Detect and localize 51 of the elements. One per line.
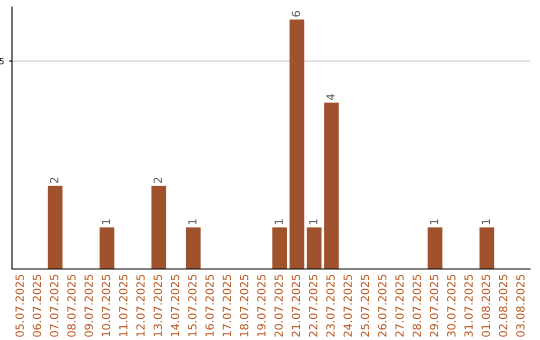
x-tick-label: 25.07.2025 — [360, 274, 370, 337]
data-label: 6 — [292, 11, 300, 17]
data-label: 1 — [188, 219, 196, 224]
x-tick-label: 24.07.2025 — [344, 274, 352, 337]
x-tick-label: 03.08.2025 — [516, 274, 525, 337]
x-tick-label: 08.07.2025 — [67, 274, 76, 337]
x-tick-label: 31.07.2025 — [464, 274, 473, 337]
x-tick-label: 10.07.2025 — [102, 274, 110, 336]
x-tick-label: 02.08.2025 — [498, 274, 508, 337]
x-tick-label: 06.07.2025 — [32, 274, 42, 337]
x-tick-label: 13.07.2025 — [154, 274, 162, 336]
y-tick-label: 5 — [0, 58, 4, 64]
x-tick-label: 26.07.2025 — [378, 274, 386, 337]
x-tick-label: 01.08.2025 — [482, 274, 490, 337]
x-tick-label: 28.07.2025 — [412, 274, 421, 337]
data-label: 1 — [102, 219, 110, 224]
x-tick-label: 07.07.2025 — [50, 274, 58, 337]
bar — [186, 227, 201, 269]
bar — [290, 19, 304, 269]
data-label: 1 — [482, 219, 490, 224]
data-label: 1 — [430, 219, 438, 224]
bar — [428, 227, 442, 269]
x-tick-label: 15.07.2025 — [188, 274, 197, 336]
bar — [479, 227, 494, 269]
x-tick-label: 19.07.2025 — [257, 274, 266, 336]
x-tick-label: 16.07.2025 — [205, 274, 214, 336]
bar — [306, 227, 322, 269]
x-tick-label: 27.07.2025 — [395, 274, 404, 337]
x-tick-label: 22.07.2025 — [308, 274, 318, 337]
bar — [48, 186, 63, 269]
data-label: 1 — [309, 219, 318, 224]
x-tick-label: 12.07.2025 — [136, 274, 145, 336]
bar — [324, 102, 339, 269]
bar — [100, 227, 114, 269]
x-tick-label: 17.07.2025 — [222, 274, 232, 336]
x-tick-label: 23.07.2025 — [326, 274, 335, 337]
x-tick-label: 14.07.2025 — [170, 274, 180, 336]
x-tick-label: 18.07.2025 — [240, 274, 248, 336]
data-label: 4 — [326, 94, 334, 100]
x-tick-label: 29.07.2025 — [430, 274, 438, 337]
x-tick-label: 30.07.2025 — [447, 274, 456, 337]
x-tick-label: 11.07.2025 — [119, 274, 128, 336]
x-tick-label: 21.07.2025 — [292, 274, 300, 337]
data-label: 1 — [274, 219, 283, 224]
data-label: 2 — [50, 178, 58, 183]
bar — [151, 186, 166, 269]
x-tick-label: 05.07.2025 — [15, 274, 24, 337]
bar — [272, 227, 287, 269]
x-tick-label: 09.07.2025 — [84, 274, 93, 337]
data-label: 2 — [154, 178, 162, 183]
x-tick-label: 20.07.2025 — [274, 274, 283, 337]
